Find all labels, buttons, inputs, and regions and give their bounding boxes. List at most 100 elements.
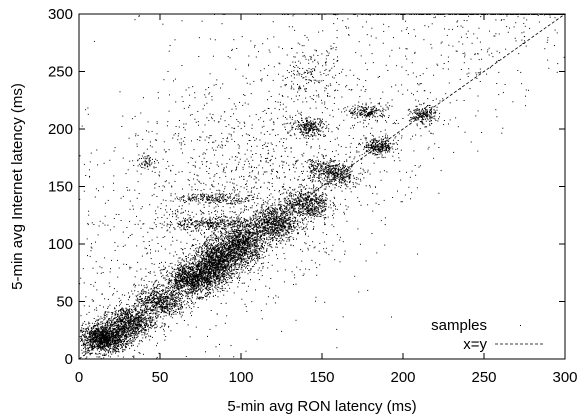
data-point bbox=[105, 333, 107, 335]
data-point bbox=[123, 344, 125, 346]
data-point bbox=[137, 334, 139, 336]
data-point bbox=[137, 322, 139, 324]
data-point bbox=[125, 338, 127, 340]
data-point bbox=[167, 300, 169, 302]
data-point bbox=[173, 268, 175, 270]
data-point bbox=[161, 305, 163, 307]
data-point bbox=[201, 248, 203, 250]
data-point bbox=[119, 325, 121, 327]
data-point bbox=[147, 333, 149, 335]
data-point bbox=[111, 321, 113, 322]
data-point bbox=[87, 338, 89, 340]
data-point bbox=[212, 275, 214, 277]
data-point bbox=[140, 321, 142, 323]
data-point bbox=[154, 305, 156, 307]
data-point bbox=[146, 320, 148, 322]
data-point bbox=[176, 268, 178, 270]
data-point bbox=[123, 341, 125, 343]
data-point bbox=[120, 313, 122, 315]
data-point bbox=[210, 282, 212, 284]
data-point bbox=[220, 263, 222, 265]
data-point bbox=[190, 292, 192, 294]
y-tick-label: 100 bbox=[48, 236, 73, 253]
data-point bbox=[107, 340, 108, 342]
data-point bbox=[197, 282, 199, 284]
data-point bbox=[105, 323, 107, 325]
data-point bbox=[229, 277, 231, 279]
data-point bbox=[172, 276, 174, 278]
data-point bbox=[129, 317, 131, 319]
data-point bbox=[131, 328, 133, 330]
data-point bbox=[88, 323, 90, 325]
data-point bbox=[97, 328, 99, 330]
data-point bbox=[145, 330, 147, 332]
data-point bbox=[183, 265, 185, 267]
data-point bbox=[137, 325, 139, 327]
data-point bbox=[111, 338, 113, 339]
data-point bbox=[125, 315, 127, 317]
data-point bbox=[103, 334, 105, 336]
data-point bbox=[117, 321, 119, 323]
data-point bbox=[143, 325, 145, 326]
data-point bbox=[121, 331, 123, 333]
data-point bbox=[121, 345, 123, 347]
data-point bbox=[126, 318, 128, 320]
data-point bbox=[166, 306, 168, 308]
data-point bbox=[90, 328, 92, 330]
data-point bbox=[101, 317, 103, 319]
data-point bbox=[112, 319, 114, 321]
data-point bbox=[114, 329, 116, 331]
data-point bbox=[182, 295, 184, 296]
data-point bbox=[108, 350, 110, 352]
data-point bbox=[89, 339, 91, 341]
data-point bbox=[206, 260, 208, 262]
data-point bbox=[117, 323, 119, 325]
data-point bbox=[105, 331, 107, 333]
data-point bbox=[156, 315, 158, 317]
data-point bbox=[123, 334, 125, 336]
data-point bbox=[215, 280, 217, 282]
data-point bbox=[112, 348, 114, 350]
data-point bbox=[207, 252, 209, 254]
data-point bbox=[105, 341, 107, 343]
data-point bbox=[180, 284, 182, 286]
data-point bbox=[126, 343, 128, 345]
data-point bbox=[180, 262, 182, 264]
data-point bbox=[143, 313, 145, 315]
data-point bbox=[143, 328, 145, 330]
data-point bbox=[115, 331, 117, 333]
data-point bbox=[95, 339, 97, 341]
data-point bbox=[89, 346, 91, 348]
data-point bbox=[212, 275, 214, 277]
data-point bbox=[105, 344, 107, 346]
data-point bbox=[84, 335, 86, 337]
data-point bbox=[134, 320, 136, 322]
data-point bbox=[197, 294, 199, 296]
data-point bbox=[176, 271, 178, 273]
data-point bbox=[179, 288, 181, 290]
data-point bbox=[189, 292, 191, 294]
data-point bbox=[100, 332, 101, 334]
data-point bbox=[205, 241, 207, 243]
data-point bbox=[210, 285, 212, 287]
data-point bbox=[106, 345, 107, 347]
data-point bbox=[98, 331, 100, 333]
data-point bbox=[195, 277, 197, 279]
data-point bbox=[101, 342, 103, 344]
data-point bbox=[217, 272, 219, 274]
data-point bbox=[203, 283, 205, 285]
data-point bbox=[100, 346, 102, 348]
data-point bbox=[205, 292, 207, 294]
data-point bbox=[222, 289, 223, 291]
data-point bbox=[95, 329, 97, 331]
data-point bbox=[186, 292, 188, 294]
data-point bbox=[137, 294, 139, 296]
data-point bbox=[102, 338, 104, 339]
data-point bbox=[151, 326, 153, 328]
data-point bbox=[118, 344, 119, 346]
data-point bbox=[184, 290, 186, 292]
data-point bbox=[93, 341, 95, 343]
data-point bbox=[242, 269, 244, 271]
data-point bbox=[111, 321, 113, 323]
data-point bbox=[150, 295, 152, 297]
